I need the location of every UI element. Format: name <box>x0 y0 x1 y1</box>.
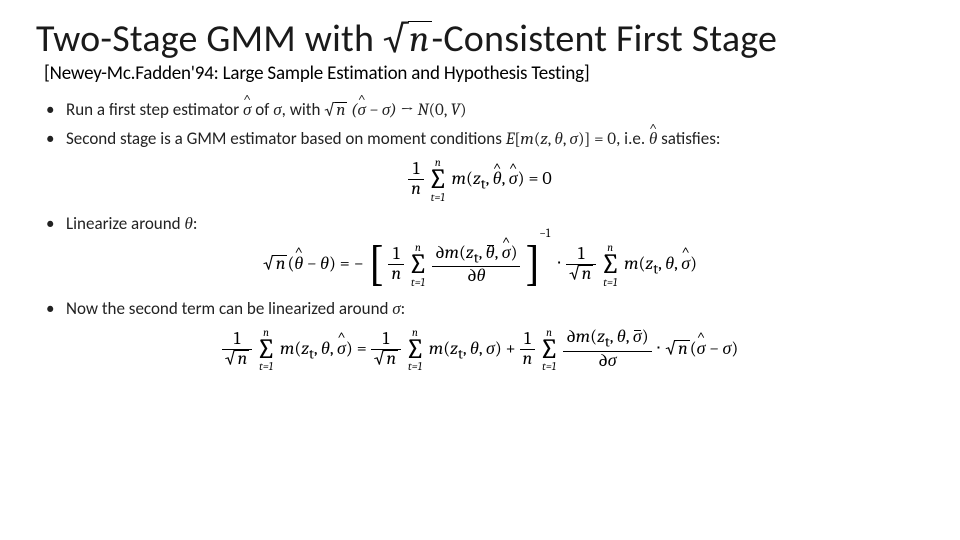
eq2-sum2: n∑t=1 <box>600 242 620 288</box>
theta-hat: θ <box>649 129 657 151</box>
eq1-sum: n∑t=1 <box>428 157 448 203</box>
eq2-rbracket: ] <box>524 245 541 283</box>
citation-text: [Newey-Mc.Fadden'94: Large Sample Estima… <box>44 62 590 85</box>
eq2-m: m(zt, θ, σ) <box>624 253 697 274</box>
eq3-sum2: n∑t=1 <box>405 327 425 373</box>
b3-theta: θ <box>184 215 192 234</box>
title-row: Two-Stage GMM with √n-Consistent First S… <box>36 18 924 85</box>
eq3-sum3: n∑t=1 <box>539 327 559 373</box>
eq2-inv: −1 <box>539 226 550 240</box>
eq1-m: m(zt, θ, σ) = 0 <box>452 168 552 189</box>
equation-1: 1n n∑t=1 m(zt, θ, σ) = 0 <box>36 157 924 203</box>
bullet-list: Run a first step estimator σ of σ, with … <box>36 99 924 151</box>
eq3-frac2: 1√n <box>371 330 401 369</box>
title-pre: Two-Stage GMM with <box>36 16 383 62</box>
eq1-frac: 1n <box>408 160 424 199</box>
eq3-frac1: 1√n <box>222 330 252 369</box>
title-post: -Consistent First Stage <box>432 16 778 62</box>
eq3-lhs-m: m(zt, θ, σ) = <box>280 338 371 359</box>
b1-math: √n (σ − σ) → N(0, V) <box>324 101 466 120</box>
bullet-3: Linearize around θ: <box>36 213 924 236</box>
b3-text: Linearize around <box>66 213 184 234</box>
title-sqrt-n: n <box>408 21 431 56</box>
equation-3: 1√n n∑t=1 m(zt, θ, σ) = 1√n n∑t=1 m(zt, … <box>36 327 924 373</box>
eq3-sum1: n∑t=1 <box>256 327 276 373</box>
eq2-frac2: 1√n <box>566 245 596 284</box>
b2-pre: Second stage is a GMM estimator based on… <box>66 128 506 149</box>
b4-sigma: σ <box>392 300 400 319</box>
eq3-rhs-m1: m(zt, θ, σ) + <box>429 338 520 359</box>
slide-body: Run a first step estimator σ of σ, with … <box>36 99 924 373</box>
sigma: σ <box>273 101 281 120</box>
slide-title: Two-Stage GMM with √n-Consistent First S… <box>36 18 777 62</box>
equation-2: √n(θ − θ) = − [ 1n n∑t=1 ∂m(zt, θ, σ) ∂θ… <box>36 242 924 288</box>
b1-pre: Run a first step estimator <box>66 99 243 120</box>
bullet-list-2: Linearize around θ: <box>36 213 924 236</box>
eq3-frac3: 1n <box>520 330 536 369</box>
b2-end: satisfies: <box>657 128 720 149</box>
b2-post: , i.e. <box>616 128 649 149</box>
b4-text: Now the second term can be linearized ar… <box>66 298 392 319</box>
bullet-1: Run a first step estimator σ of σ, with … <box>36 99 924 122</box>
bullet-list-3: Now the second term can be linearized ar… <box>36 298 924 321</box>
eq2-frac1: 1n <box>388 245 404 284</box>
slide-root: Two-Stage GMM with √n-Consistent First S… <box>0 0 960 540</box>
bullet-4: Now the second term can be linearized ar… <box>36 298 924 321</box>
title-sqrt: √n <box>383 18 432 62</box>
eq2-lhs: √n(θ − θ) = − <box>263 253 364 274</box>
b1-mid2: , with <box>282 99 325 120</box>
bullet-2: Second stage is a GMM estimator based on… <box>36 128 924 151</box>
b1-mid: of <box>251 99 273 120</box>
sigma-hat: σ <box>243 100 251 122</box>
eq3-dmds: ∂m(zt, θ, σ) ∂σ <box>563 328 652 370</box>
b2-moment: E[m(z, θ, σ)] = 0 <box>506 130 616 149</box>
eq2-dot: ⋅ <box>556 253 562 274</box>
eq2-sum1: n∑t=1 <box>408 242 428 288</box>
eq3-dot: ⋅ <box>656 338 666 359</box>
eq2-dmdtheta: ∂m(zt, θ, σ) ∂θ <box>432 244 521 286</box>
eq3-tail: √n(σ − σ) <box>665 338 738 359</box>
eq2-lbracket: [ <box>368 245 385 283</box>
